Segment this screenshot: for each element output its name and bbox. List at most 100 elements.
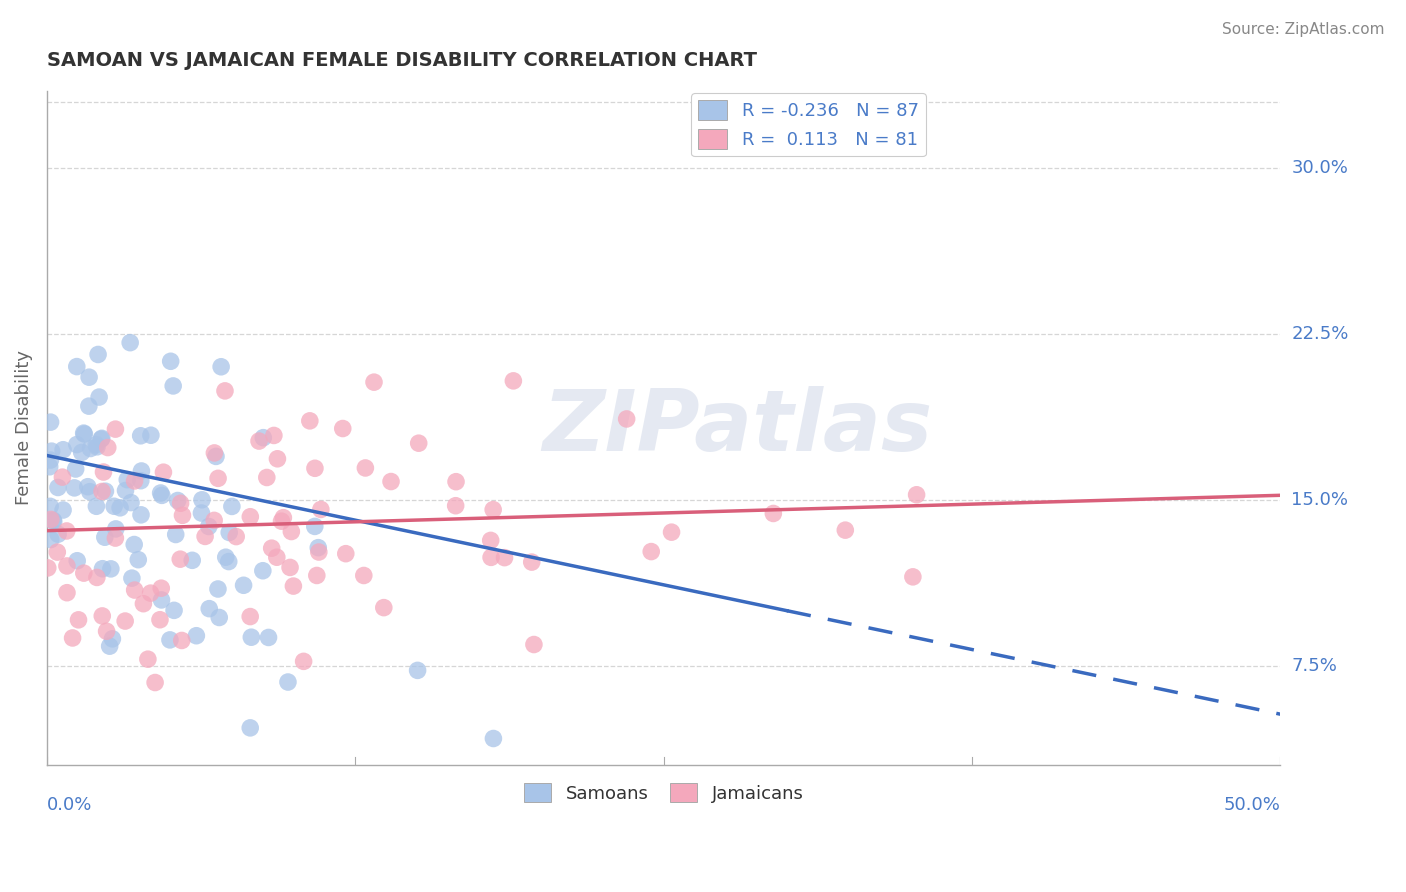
Point (124, 583, 146, 598)
Point (202, 513, 225, 527)
Point (159, 354, 181, 368)
Point (114, 483, 136, 498)
Point (181, 553, 204, 567)
Point (39, 415, 62, 429)
Point (124, 474, 146, 488)
Point (165, 527, 187, 541)
Point (39, 533, 62, 547)
Point (444, 499, 467, 513)
Point (494, 550, 516, 565)
Point (479, 533, 502, 548)
Point (37, 561, 59, 575)
Point (120, 335, 142, 350)
Point (73, 426, 96, 441)
Text: 50.0%: 50.0% (1223, 796, 1281, 814)
Point (104, 531, 127, 545)
Point (502, 374, 524, 388)
Point (198, 519, 221, 533)
Point (354, 461, 377, 475)
Point (205, 450, 228, 464)
Point (218, 555, 240, 569)
Point (208, 610, 231, 624)
Point (96, 624, 118, 639)
Point (38, 459, 60, 474)
Point (90, 432, 112, 446)
Point (225, 530, 247, 544)
Point (67, 613, 90, 627)
Point (247, 434, 270, 448)
Legend: Samoans, Jamaicans: Samoans, Jamaicans (516, 776, 811, 810)
Point (86, 500, 108, 514)
Point (66, 437, 89, 451)
Point (305, 568, 328, 582)
Point (162, 379, 184, 393)
Point (901, 570, 924, 584)
Point (661, 525, 683, 540)
Point (190, 506, 212, 520)
Point (139, 428, 162, 442)
Point (91, 609, 114, 624)
Point (55, 524, 77, 538)
Point (91, 484, 114, 499)
Point (215, 550, 238, 565)
Point (76, 480, 98, 494)
Point (41, 444, 63, 458)
Text: ZIPatlas: ZIPatlas (543, 386, 932, 469)
Point (408, 436, 430, 450)
Point (52, 503, 75, 517)
Point (172, 508, 194, 523)
Point (278, 560, 301, 574)
Point (42, 514, 65, 528)
Point (39, 512, 62, 526)
Point (108, 500, 131, 515)
Point (169, 552, 191, 566)
Point (56, 558, 79, 573)
Point (129, 474, 152, 488)
Point (103, 500, 125, 514)
Point (152, 465, 174, 479)
Point (266, 451, 288, 466)
Point (263, 428, 285, 442)
Point (120, 495, 142, 509)
Point (127, 552, 149, 566)
Point (308, 545, 330, 559)
Point (117, 473, 139, 487)
Point (129, 429, 152, 443)
Point (46, 545, 69, 559)
Point (252, 564, 274, 578)
Point (309, 502, 332, 516)
Point (194, 529, 217, 543)
Point (239, 721, 262, 735)
Point (523, 638, 546, 652)
Point (86, 570, 108, 584)
Point (166, 493, 188, 508)
Point (266, 550, 288, 565)
Point (129, 508, 152, 522)
Point (163, 603, 186, 617)
Point (98, 639, 121, 653)
Point (298, 414, 321, 428)
Point (482, 502, 505, 516)
Point (149, 486, 172, 500)
Point (260, 541, 283, 556)
Point (79, 442, 101, 456)
Point (121, 571, 143, 585)
Point (169, 496, 191, 510)
Point (214, 384, 236, 398)
Text: 7.5%: 7.5% (1292, 657, 1337, 674)
Point (104, 422, 127, 436)
Point (87, 390, 110, 404)
Point (186, 629, 208, 643)
Point (273, 510, 295, 524)
Point (239, 509, 262, 524)
Point (42, 513, 65, 527)
Point (218, 525, 240, 540)
Point (84, 438, 107, 452)
Point (132, 597, 155, 611)
Point (136, 652, 159, 666)
Point (62, 631, 84, 645)
Point (240, 630, 263, 644)
Point (283, 579, 305, 593)
Point (122, 537, 145, 551)
Point (363, 375, 385, 389)
